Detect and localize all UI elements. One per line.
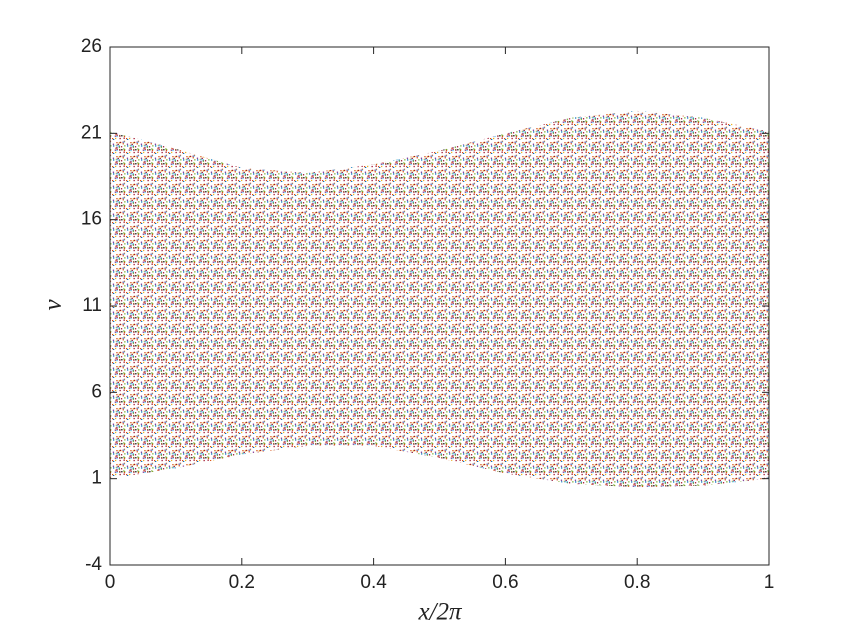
y-tick-label: 16 [81, 209, 102, 230]
band-area [110, 110, 769, 488]
y-tick-label: 1 [91, 468, 102, 489]
y-tick-label: 21 [81, 122, 102, 143]
x-tick-label: 1 [764, 572, 775, 593]
x-tick-label: 0.2 [229, 572, 255, 593]
y-tick-label: 26 [81, 36, 102, 57]
y-axis-label: v [40, 299, 67, 311]
x-tick-label: 0.6 [492, 572, 518, 593]
y-tick-label: 11 [82, 295, 102, 316]
x-tick-label: 0.4 [360, 572, 387, 593]
y-tick-label: -4 [85, 554, 102, 575]
x-tick-label: 0 [105, 572, 116, 593]
y-tick-label: 6 [91, 381, 102, 402]
x-axis-label: x/2π [417, 599, 463, 626]
x-tick-label: 0.8 [624, 572, 650, 593]
